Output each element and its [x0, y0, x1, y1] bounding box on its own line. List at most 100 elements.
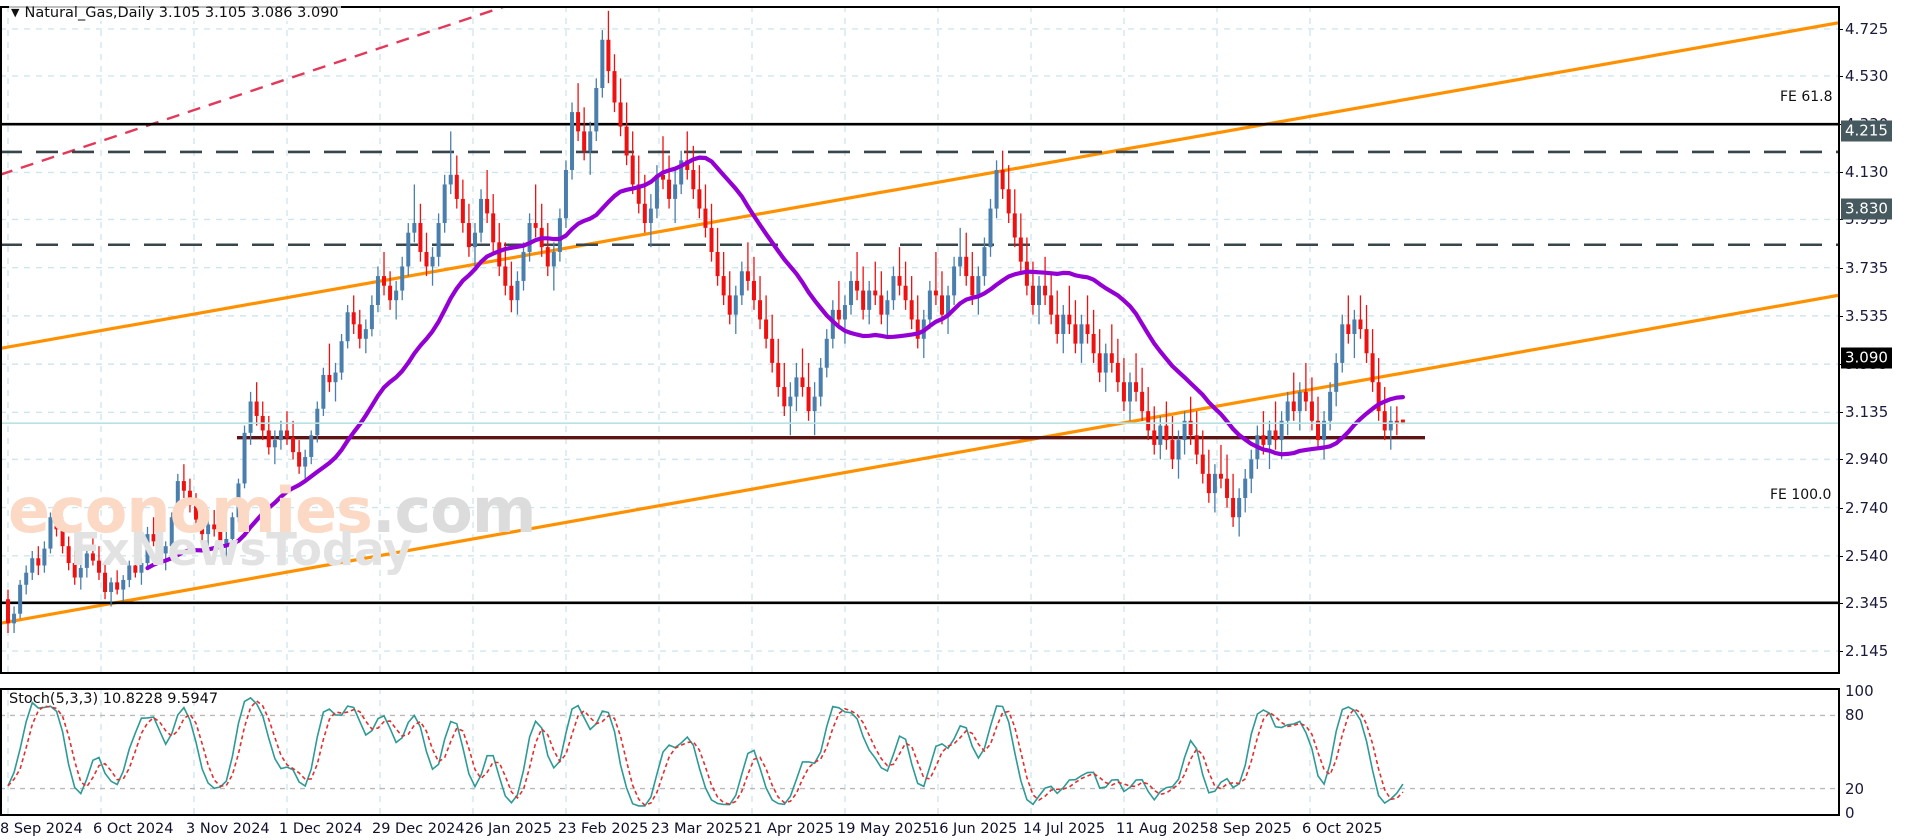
candle-body	[212, 524, 217, 530]
candle-body	[388, 285, 393, 301]
candle-body	[970, 276, 975, 296]
candle-body	[715, 251, 720, 277]
stoch-right-axis[interactable]	[1838, 688, 1840, 816]
candle-body	[964, 256, 969, 277]
candle-body	[90, 553, 95, 561]
candle-body	[576, 112, 581, 132]
price-tick-4-130: 4.130	[1838, 163, 1888, 181]
price-right-axis[interactable]	[1838, 6, 1840, 674]
candle-body	[758, 300, 763, 320]
candle-body	[1376, 382, 1381, 412]
candle-body	[454, 174, 459, 199]
price-left-axis	[0, 6, 2, 674]
candle-body	[509, 285, 514, 301]
x-tick-8: 21 Apr 2025	[744, 821, 834, 837]
candle-body	[430, 256, 435, 267]
candle-body	[175, 481, 180, 518]
stoch-tick-100: 100	[1845, 682, 1874, 700]
candle-body	[1291, 401, 1296, 412]
candle-body	[127, 565, 132, 580]
price-tag-3830: 3.830	[1841, 198, 1892, 220]
dashed-red-resistance[interactable]	[0, 6, 600, 176]
candle-body	[460, 198, 465, 224]
stochastic-plot-area[interactable]	[0, 688, 1838, 816]
stoch-d-line[interactable]	[7, 699, 1404, 807]
price-tick-2-740: 2.740	[1838, 499, 1888, 517]
candle-body	[466, 223, 471, 248]
candle-body	[1146, 411, 1151, 431]
candle-body	[479, 198, 484, 233]
candle-body	[345, 312, 350, 342]
candle-body	[115, 582, 120, 590]
candle-body	[497, 242, 502, 267]
candle-body	[272, 440, 277, 448]
candle-body	[1243, 478, 1248, 498]
candle-body	[1079, 324, 1084, 344]
candle-body	[1115, 362, 1120, 383]
candle-body	[1140, 391, 1145, 412]
price-tick-4-530: 4.530	[1838, 67, 1888, 85]
candle-body	[133, 565, 138, 573]
moving-average-line[interactable]	[145, 155, 1405, 571]
candle-body	[1043, 285, 1048, 296]
candle-body	[660, 174, 666, 180]
candle-body	[1200, 454, 1205, 474]
candle-body	[1194, 435, 1199, 455]
price-panel-top-border	[0, 6, 1840, 8]
candle-body	[739, 271, 744, 296]
price-tick-3-735: 3.735	[1838, 259, 1888, 277]
collapse-triangle-icon[interactable]: ▼	[11, 6, 20, 19]
candle-body	[952, 266, 957, 296]
candle-body	[709, 227, 714, 252]
candle-body	[169, 517, 174, 547]
candle-body	[867, 290, 872, 310]
candle-body	[351, 312, 356, 325]
upper-channel-orange[interactable]	[0, 21, 1838, 351]
candle-body	[12, 613, 17, 624]
candle-body	[533, 223, 538, 228]
candle-body	[363, 329, 368, 339]
x-tick-14: 6 Oct 2025	[1302, 821, 1383, 837]
candle-body	[818, 367, 823, 397]
candle-body	[1352, 319, 1357, 334]
chart-title-bar: ▼ Natural_Gas,Daily 3.105 3.105 3.086 3.0…	[9, 5, 341, 21]
candle-body	[503, 266, 508, 286]
candle-body	[618, 102, 623, 127]
candle-body	[570, 112, 575, 170]
candle-body	[406, 232, 411, 267]
candle-body	[521, 251, 526, 281]
candle-body	[1218, 473, 1223, 479]
candle-body	[1049, 295, 1054, 315]
candle-body	[988, 208, 993, 248]
price-plot-area[interactable]	[0, 6, 1838, 674]
candle-body	[394, 290, 399, 301]
candle-body	[78, 567, 83, 578]
candle-body	[109, 582, 114, 593]
candle-body	[1109, 353, 1114, 363]
candle-body	[1176, 440, 1181, 460]
candle-body	[588, 131, 593, 151]
price-tick-4-725: 4.725	[1838, 20, 1888, 38]
candle-body	[42, 548, 47, 566]
candle-body	[1346, 324, 1351, 334]
candle-body	[897, 276, 902, 286]
candle-body	[1297, 391, 1302, 412]
candle-body	[224, 538, 229, 544]
candle-body	[642, 203, 647, 224]
stochastic-chart-svg	[0, 688, 1838, 816]
candle-body	[254, 401, 259, 416]
candle-body	[1073, 324, 1078, 344]
candle-body	[5, 599, 11, 624]
x-tick-7: 23 Mar 2025	[651, 821, 743, 837]
stoch-k-line[interactable]	[7, 696, 1404, 807]
x-tick-1: 6 Oct 2024	[93, 821, 174, 837]
price-tick-2-345: 2.345	[1838, 594, 1888, 612]
x-tick-0: 8 Sep 2024	[0, 821, 83, 837]
candle-body	[145, 534, 150, 564]
lower-channel-orange[interactable]	[0, 293, 1838, 625]
price-tick-2-145: 2.145	[1838, 642, 1888, 660]
candle-body	[412, 223, 417, 233]
candle-body	[958, 256, 963, 267]
candle-body	[903, 285, 908, 301]
